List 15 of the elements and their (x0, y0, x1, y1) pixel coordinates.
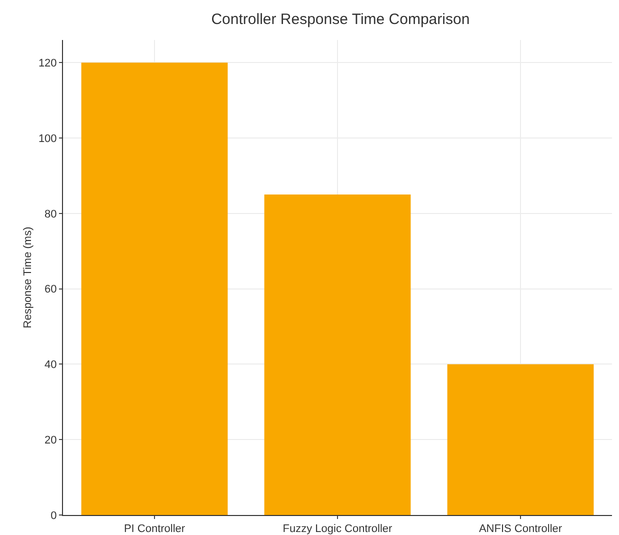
x-tick-label: PI Controller (124, 523, 186, 535)
y-tick-label: 100 (38, 132, 57, 145)
y-axis-title: Response Time (ms) (22, 226, 34, 328)
y-tick-label: 80 (44, 208, 57, 220)
y-tick-label: 120 (38, 57, 57, 70)
y-tick-label: 40 (44, 359, 57, 372)
bar (264, 194, 411, 515)
bar (447, 364, 594, 515)
bar (81, 62, 228, 515)
x-tick-label: ANFIS Controller (478, 523, 562, 535)
y-tick-label: 0 (50, 510, 57, 522)
y-tick-label: 60 (44, 284, 57, 296)
x-tick-label: Fuzzy Logic Controller (282, 523, 393, 535)
y-tick-label: 20 (44, 434, 57, 446)
chart-title: Controller Response Time Comparison (211, 10, 470, 28)
